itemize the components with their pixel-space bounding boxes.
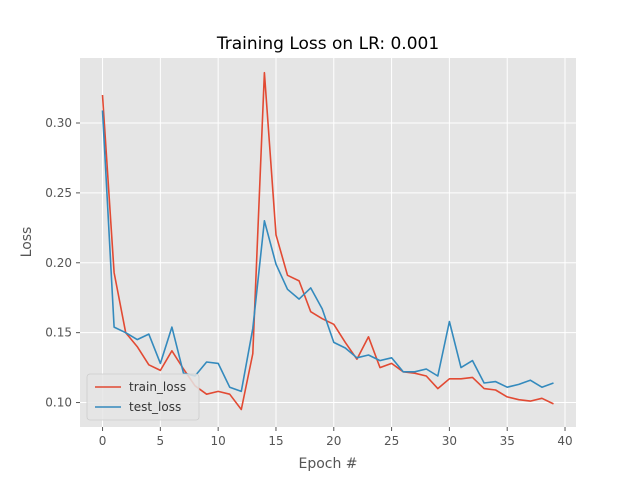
plot-background (80, 58, 576, 427)
legend-box (86, 373, 200, 421)
y-tick-label: 0.25 (45, 186, 72, 200)
x-tick-label: 30 (442, 434, 457, 448)
series-line-test-loss (101, 110, 554, 393)
series-lines (101, 71, 554, 411)
chart-title: Training Loss on LR: 0.001 (216, 34, 439, 54)
x-tick-label: 35 (500, 434, 515, 448)
legend-label: train_loss (129, 380, 186, 394)
x-tick-label: 20 (326, 434, 341, 448)
legend-label: test_loss (129, 400, 181, 414)
x-axis-label: Epoch # (298, 456, 357, 472)
y-tick-label: 0.20 (45, 256, 72, 270)
x-tick-label: 15 (268, 434, 283, 448)
x-tick-label: 10 (211, 434, 226, 448)
y-axis-label: Loss (19, 227, 35, 258)
series-line-train-loss (101, 71, 554, 411)
x-tick-label: 0 (99, 434, 107, 448)
y-tick-label: 0.10 (45, 396, 72, 410)
y-tick-label: 0.30 (45, 116, 72, 130)
grid (80, 58, 576, 427)
x-tick-label: 5 (157, 434, 165, 448)
legend: train_loss test_loss (86, 373, 200, 421)
x-tick-label: 25 (384, 434, 399, 448)
y-tick-label: 0.15 (45, 326, 72, 340)
axis-ticks: 0 5 10 15 20 25 30 35 40 0.10 0.15 0.20 0.25 0.30 (45, 116, 572, 448)
x-tick-label: 40 (557, 434, 572, 448)
